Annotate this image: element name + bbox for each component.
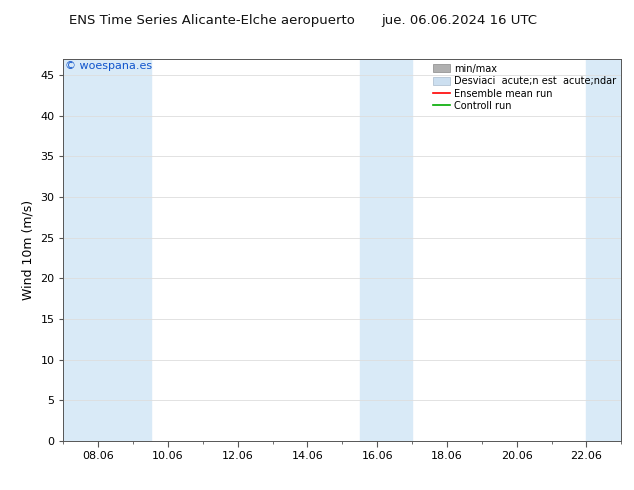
Text: © woespana.es: © woespana.es <box>65 61 152 71</box>
Bar <box>586 59 621 441</box>
Bar <box>63 59 150 441</box>
Text: jue. 06.06.2024 16 UTC: jue. 06.06.2024 16 UTC <box>381 14 537 27</box>
Text: ENS Time Series Alicante-Elche aeropuerto: ENS Time Series Alicante-Elche aeropuert… <box>69 14 354 27</box>
Y-axis label: Wind 10m (m/s): Wind 10m (m/s) <box>22 200 35 300</box>
Bar <box>360 59 412 441</box>
Legend: min/max, Desviaci  acute;n est  acute;ndar, Ensemble mean run, Controll run: min/max, Desviaci acute;n est acute;ndar… <box>431 62 618 113</box>
